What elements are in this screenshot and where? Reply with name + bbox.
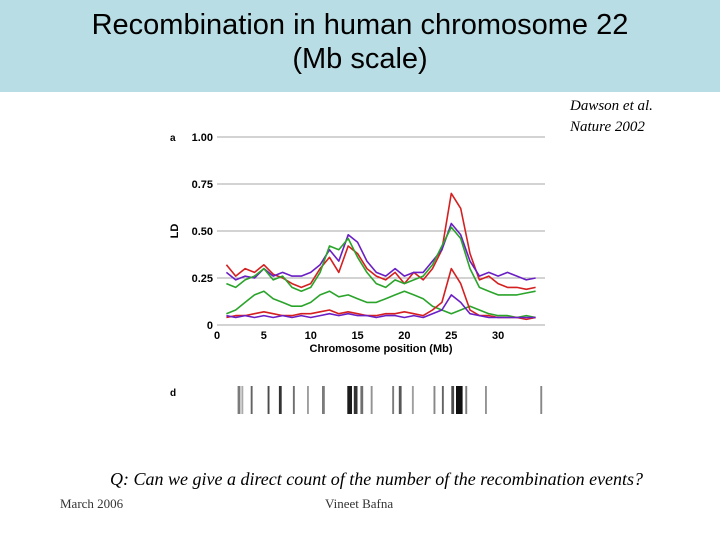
hotspot-band [278, 386, 282, 414]
x-tick-label: 20 [398, 330, 410, 342]
slide-title: Recombination in human chromosome 22 (Mb… [0, 8, 720, 76]
series-line-red-lower [226, 267, 536, 321]
hotspot-band [353, 386, 358, 414]
x-tick-label: 25 [445, 330, 457, 342]
series-line-red-upper [225, 192, 536, 291]
series-line-purple-upper [225, 222, 536, 281]
series-line-green-upper [226, 226, 536, 296]
y-tick-label: 0 [207, 320, 213, 332]
hotspot-band [307, 386, 309, 414]
question-text: Q: Can we give a direct count of the num… [110, 469, 644, 489]
hotspot-band [360, 386, 364, 414]
citation: Dawson et al. Nature 2002 [570, 96, 710, 138]
hotspot-band [250, 386, 253, 414]
hotspot-band [411, 386, 414, 414]
hotspot-band [451, 386, 455, 414]
hotspot-panel-d: d [170, 386, 543, 414]
hotspot-band [398, 386, 402, 414]
title-bar [0, 0, 720, 92]
citation-authors: Dawson et al. [570, 98, 653, 114]
y-tick-label: 0.75 [192, 179, 213, 191]
x-tick-label: 5 [261, 330, 267, 342]
y-axis-label: LD [169, 224, 181, 239]
series-line-green-lower [226, 290, 536, 319]
hotspot-band [441, 386, 444, 414]
x-tick-label: 30 [492, 330, 504, 342]
slide-title-line2: (Mb scale) [292, 43, 428, 75]
hotspot-band [433, 386, 436, 414]
hotspot-band [485, 386, 487, 414]
hotspot-band [237, 386, 241, 414]
hotspot-band [540, 386, 543, 414]
y-tick-label: 0.25 [192, 273, 213, 285]
hotspot-band [392, 386, 395, 414]
ld-figure: a 0 0.25 0.50 0.75 1.00 0 5 10 15 20 25 30 Chromosome… [160, 120, 560, 425]
x-tick-label: 10 [305, 330, 317, 342]
hotspot-band [370, 386, 373, 414]
panel-a-label: a [170, 133, 176, 144]
hotspot-band [347, 386, 352, 414]
panel-d-label: d [170, 388, 176, 399]
hotspot-band [322, 386, 325, 414]
y-tick-label: 1.00 [192, 132, 213, 144]
hotspot-band [465, 386, 468, 414]
x-tick-label: 15 [351, 330, 363, 342]
ld-chart-panel-a: a 0 0.25 0.50 0.75 1.00 0 5 10 15 20 25 30 Chromosome… [169, 132, 545, 355]
footer-date: March 2006 [60, 496, 124, 511]
x-tick-label: 0 [214, 330, 220, 342]
footer-author: Vineet Bafna [325, 496, 394, 511]
hotspot-band [241, 386, 244, 414]
series-line-purple-lower [226, 294, 536, 319]
hotspot-band [292, 386, 295, 414]
ld-figure-svg: a 0 0.25 0.50 0.75 1.00 0 5 10 15 20 25 30 Chromosome… [169, 132, 545, 414]
slide-title-line1: Recombination in human chromosome 22 [91, 9, 629, 41]
hotspot-band [267, 386, 270, 414]
y-tick-label: 0.50 [192, 226, 213, 238]
x-axis-label: Chromosome position (Mb) [310, 343, 453, 355]
hotspot-band [456, 386, 463, 414]
citation-journal: Nature 2002 [570, 119, 645, 135]
